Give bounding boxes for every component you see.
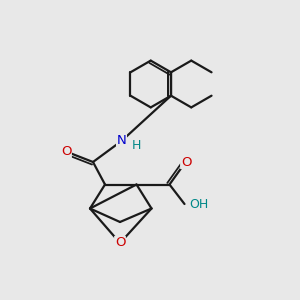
Text: N: N	[117, 134, 126, 148]
Text: H: H	[132, 139, 141, 152]
Text: O: O	[115, 236, 125, 250]
Text: O: O	[181, 155, 191, 169]
Text: OH: OH	[189, 197, 208, 211]
Text: O: O	[61, 145, 71, 158]
